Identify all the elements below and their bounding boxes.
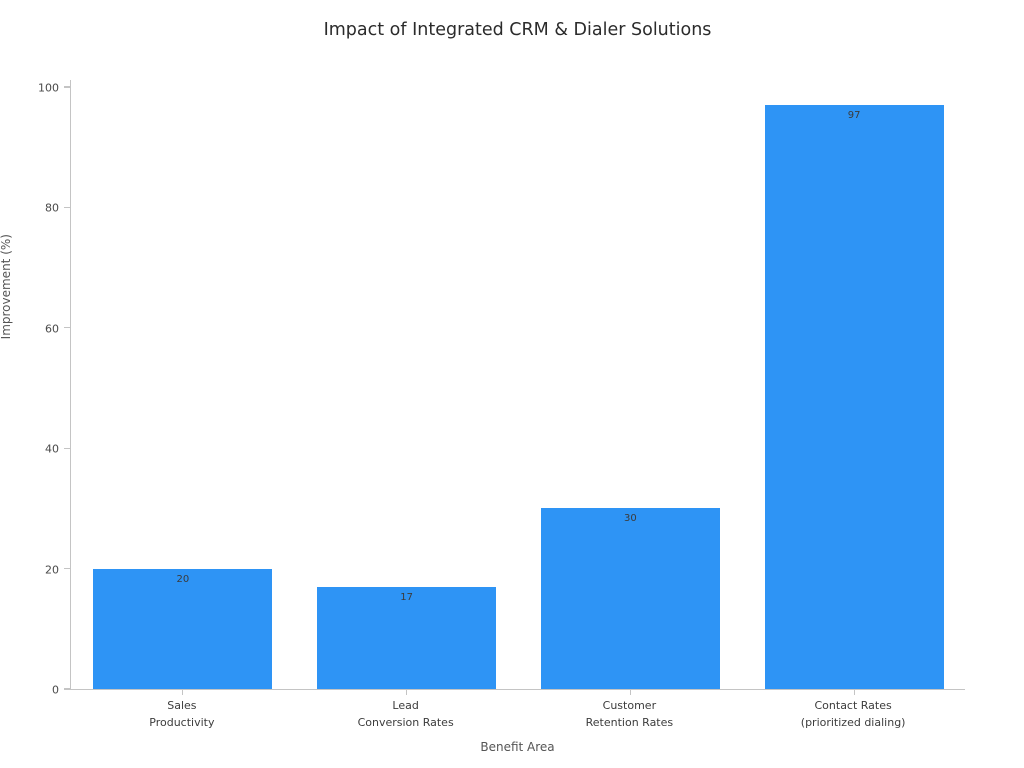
y-tick-mark	[64, 688, 71, 690]
y-tick-label: 80	[45, 201, 59, 215]
y-tick-label: 60	[45, 322, 59, 336]
x-tick-mark	[182, 690, 184, 695]
x-tick-label: Lead Conversion Rates	[357, 699, 454, 729]
bar: 30	[540, 508, 720, 689]
x-tick-mark	[853, 690, 855, 695]
y-tick-mark	[64, 327, 71, 329]
bar-value-label: 17	[400, 591, 413, 603]
bar: 17	[317, 586, 497, 689]
y-tick-label: 40	[45, 442, 59, 456]
plot-area: 0 20 40 60 80 100 20 17 30 97	[38, 80, 965, 697]
y-tick-mark	[64, 86, 71, 88]
y-tick-mark	[64, 568, 71, 570]
y-tick-label: 100	[38, 81, 59, 95]
x-axis-label: Benefit Area	[480, 740, 555, 754]
bar: 97	[764, 105, 944, 689]
y-tick-mark	[64, 206, 71, 208]
bar-value-label: 97	[847, 110, 861, 122]
chart-title: Impact of Integrated CRM & Dialer Soluti…	[323, 20, 712, 40]
y-tick-label: 20	[45, 563, 59, 577]
y-tick-mark	[64, 447, 71, 449]
y-axis-label: Improvement (%)	[0, 234, 13, 340]
x-tick-label: Contact Rates (prioritized dialing)	[800, 699, 906, 729]
x-ticks-layer: Sales Productivity Lead Conversion Rates C…	[70, 690, 965, 736]
x-tick-label: Sales Productivity	[149, 699, 215, 729]
bar-value-label: 20	[176, 573, 190, 585]
x-tick-mark	[629, 690, 631, 695]
bar-value-label: 30	[624, 513, 637, 525]
y-tick-label: 0	[52, 683, 59, 697]
x-tick-mark	[406, 690, 408, 695]
x-tick-label: Customer Retention Rates	[585, 699, 674, 729]
bar: 20	[93, 568, 273, 689]
